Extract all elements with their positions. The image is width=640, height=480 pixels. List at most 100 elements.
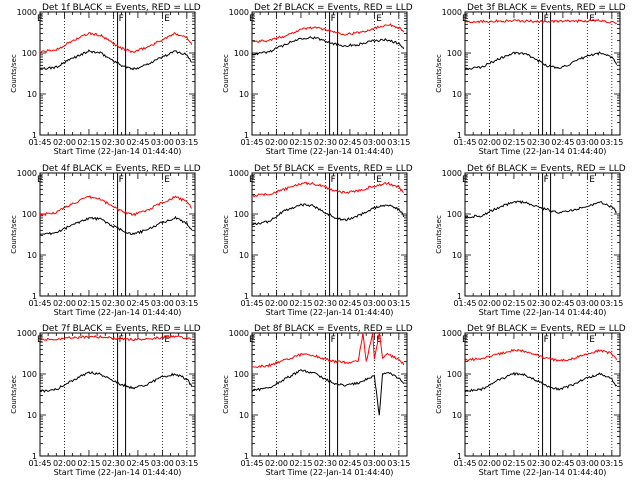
panel-title: Det 7f BLACK = Events, RED = LLD xyxy=(42,324,201,334)
interval-marker-label: F xyxy=(119,175,124,185)
x-tick-label: 02:00 xyxy=(265,138,288,147)
y-tick-label: 1000 xyxy=(442,8,462,17)
y-tick-label: 10 xyxy=(239,251,249,260)
x-tick-label: 02:30 xyxy=(314,138,337,147)
panel-title: Det 5f BLACK = Events, RED = LLD xyxy=(254,164,413,174)
x-tick-label: 02:00 xyxy=(265,299,288,308)
x-tick-label: 02:45 xyxy=(551,299,574,308)
y-tick-label: 1000 xyxy=(17,169,37,178)
interval-marker-label: E xyxy=(164,175,170,185)
x-tick-label: 02:00 xyxy=(53,459,76,468)
interval-marker-label: E xyxy=(249,175,255,185)
x-tick-label: 02:30 xyxy=(527,138,550,147)
y-tick-label: 1 xyxy=(244,292,249,301)
x-axis-label: Start Time (22-Jan-14 01:44:40) xyxy=(54,308,182,317)
lld-series-line xyxy=(40,334,192,342)
x-axis-label: Start Time (22-Jan-14 01:44:40) xyxy=(266,468,394,477)
y-tick-label: 100 xyxy=(447,370,462,379)
y-tick-label: 10 xyxy=(239,90,249,99)
y-tick-label: 100 xyxy=(22,49,37,58)
x-tick-label: 02:30 xyxy=(314,459,337,468)
panel-det-8: Det 8f BLACK = Events, RED = LLD 1 10 100 10… xyxy=(222,324,413,477)
x-tick-label: 03:15 xyxy=(175,299,198,308)
x-tick-label: 02:30 xyxy=(102,459,125,468)
interval-marker-label: E xyxy=(164,14,170,24)
y-axis-label: Counts/sec xyxy=(222,215,230,254)
x-tick-label: 02:15 xyxy=(502,459,525,468)
interval-marker-label: E xyxy=(376,335,382,345)
y-axis-label: Counts/sec xyxy=(435,215,443,254)
panel-det-6: Det 6f BLACK = Events, RED = LLD 1 10 100 10… xyxy=(435,164,626,317)
saa-interval-box xyxy=(117,332,127,457)
events-series-line xyxy=(464,51,618,71)
interval-marker-label: F xyxy=(544,335,549,345)
y-tick-label: 100 xyxy=(234,49,249,58)
panel-det-7: Det 7f BLACK = Events, RED = LLD 1 10 100 10… xyxy=(10,324,201,477)
y-tick-label: 10 xyxy=(239,411,249,420)
x-tick-label: 01:45 xyxy=(240,299,263,308)
lld-series-line xyxy=(251,181,404,198)
lld-series-line xyxy=(39,31,193,54)
y-axis-label: Counts/sec xyxy=(10,375,18,414)
x-tick-label: 03:00 xyxy=(576,138,599,147)
interval-marker-label: F xyxy=(331,335,336,345)
interval-marker-label: E xyxy=(249,335,255,345)
y-axis-label: Counts/sec xyxy=(435,375,443,414)
saa-interval-box xyxy=(117,11,127,136)
y-tick-label: 100 xyxy=(22,370,37,379)
x-tick-label: 03:15 xyxy=(175,138,198,147)
y-tick-label: 1000 xyxy=(442,169,462,178)
x-tick-label: 02:30 xyxy=(527,299,550,308)
x-tick-label: 02:00 xyxy=(53,299,76,308)
x-tick-label: 01:45 xyxy=(28,138,51,147)
x-tick-label: 01:45 xyxy=(453,138,476,147)
y-tick-label: 100 xyxy=(447,210,462,219)
x-tick-label: 03:15 xyxy=(600,459,623,468)
x-tick-label: 01:45 xyxy=(28,299,51,308)
events-series-line xyxy=(464,371,618,393)
lld-series-line xyxy=(39,195,193,217)
y-tick-label: 1000 xyxy=(229,329,249,338)
interval-marker-label: F xyxy=(544,14,549,24)
x-tick-label: 02:15 xyxy=(289,299,312,308)
x-tick-label: 02:00 xyxy=(478,459,501,468)
x-tick-label: 02:45 xyxy=(126,299,149,308)
interval-marker-label: E xyxy=(462,175,468,185)
interval-marker-label: F xyxy=(544,175,549,185)
x-axis-label: Start Time (22-Jan-14 01:44:40) xyxy=(479,308,607,317)
x-tick-label: 02:30 xyxy=(314,299,337,308)
events-series-line xyxy=(251,203,405,226)
x-tick-label: 02:15 xyxy=(289,459,312,468)
panel-title: Det 9f BLACK = Events, RED = LLD xyxy=(467,324,626,334)
events-series-line xyxy=(39,49,193,71)
x-tick-label: 01:45 xyxy=(28,459,51,468)
y-tick-label: 1 xyxy=(32,292,37,301)
x-tick-label: 02:15 xyxy=(289,138,312,147)
panel-title: Det 6f BLACK = Events, RED = LLD xyxy=(467,164,626,174)
panel-title: Det 4f BLACK = Events, RED = LLD xyxy=(42,164,201,174)
x-tick-label: 02:15 xyxy=(77,459,100,468)
panel-det-9: Det 9f BLACK = Events, RED = LLD 1 10 100 10… xyxy=(435,324,626,477)
panel-det-5: Det 5f BLACK = Events, RED = LLD 1 10 100 10… xyxy=(222,164,413,317)
y-tick-label: 1000 xyxy=(17,8,37,17)
x-tick-label: 03:15 xyxy=(600,138,623,147)
panel-title: Det 2f BLACK = Events, RED = LLD xyxy=(254,3,413,13)
x-tick-label: 03:15 xyxy=(175,459,198,468)
y-tick-label: 10 xyxy=(27,411,37,420)
y-axis-label: Counts/sec xyxy=(222,54,230,93)
events-series-line xyxy=(464,200,617,219)
x-tick-label: 02:45 xyxy=(126,138,149,147)
x-tick-label: 02:15 xyxy=(502,299,525,308)
y-tick-label: 100 xyxy=(22,210,37,219)
saa-interval-box xyxy=(542,332,552,457)
x-tick-label: 03:00 xyxy=(363,459,386,468)
x-tick-label: 02:00 xyxy=(53,138,76,147)
interval-marker-label: E xyxy=(589,14,595,24)
y-tick-label: 1000 xyxy=(442,329,462,338)
x-tick-label: 02:45 xyxy=(551,459,574,468)
x-tick-label: 03:00 xyxy=(151,138,174,147)
x-tick-label: 03:15 xyxy=(387,138,410,147)
x-tick-label: 02:45 xyxy=(338,299,361,308)
interval-marker-label: F xyxy=(331,175,336,185)
x-tick-label: 02:15 xyxy=(502,138,525,147)
